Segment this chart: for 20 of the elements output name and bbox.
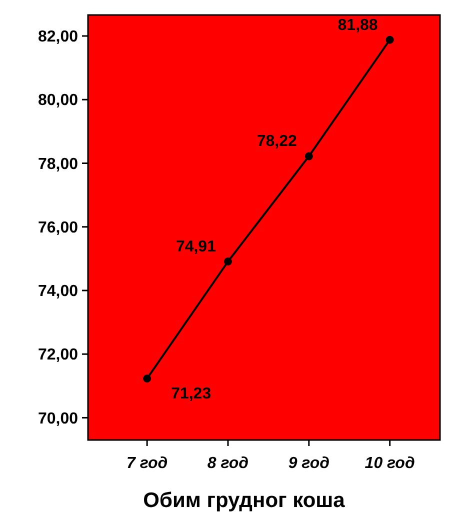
data-label: 81,88 [338, 16, 378, 34]
data-label: 71,23 [171, 386, 212, 403]
x-tick-label: 9 год [288, 455, 330, 472]
point [386, 36, 394, 44]
y-tick-label: 74,00 [38, 283, 78, 300]
x-tick-label: 8 год [207, 455, 249, 472]
y-tick-label: 78,00 [38, 156, 78, 173]
y-tick-label: 76,00 [38, 219, 78, 236]
y-tick-label: 72,00 [38, 346, 78, 364]
point [224, 258, 232, 266]
x-axis-title: Обим грудног коша [143, 489, 346, 512]
data-label: 74,91 [176, 238, 216, 256]
x-tick-label: 10 год [364, 455, 415, 472]
x-tick-label: 7 год [126, 455, 168, 472]
y-tick-label: 70,00 [38, 410, 78, 428]
point [304, 152, 313, 160]
point [143, 374, 152, 383]
y-tick-label: 82,00 [38, 28, 78, 46]
y-tick-label: 80,00 [38, 92, 78, 110]
data-label: 78,22 [256, 133, 298, 150]
